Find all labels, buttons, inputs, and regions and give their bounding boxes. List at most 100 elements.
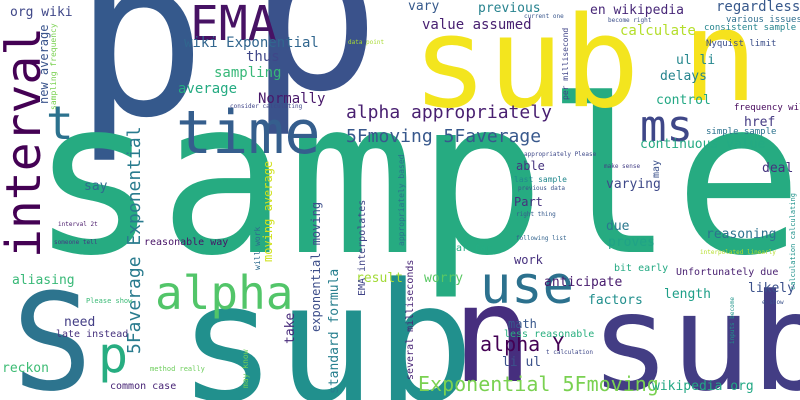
- phrase-consider-calculating: consider calculating: [230, 103, 303, 110]
- word-n-purple: n: [452, 257, 533, 400]
- phrase-interval-2t: interval 2t: [58, 221, 98, 228]
- phrase-data-point: data point: [348, 39, 385, 46]
- phrase-value-assumed: value assumed: [422, 17, 532, 33]
- word-calculate: calculate: [620, 23, 696, 39]
- word-ms: ms: [640, 101, 693, 152]
- word-math: math: [508, 317, 537, 331]
- word-sub-purple: sub: [590, 265, 800, 400]
- word-regardless: regardless: [716, 0, 800, 15]
- phrase-last-sample: last sample: [514, 175, 567, 184]
- word-S: S: [12, 265, 93, 400]
- word-sub-teal: sub: [178, 248, 475, 400]
- phrase-org-wiki: org wiki: [10, 5, 73, 20]
- phrase-unfortunately-due: Unfortunately due: [676, 267, 779, 278]
- phrase-late-instead: late instead: [56, 329, 129, 340]
- word-use: use: [480, 256, 574, 316]
- phrase-exponential-5fmoving: Exponential 5Fmoving: [418, 372, 659, 396]
- phrase-reasonable-way: reasonable way: [144, 237, 229, 248]
- phrase-moving-average: moving average: [261, 160, 275, 262]
- word-work: work: [514, 253, 543, 267]
- word-factors: factors: [588, 293, 643, 308]
- word-average: average: [178, 81, 238, 97]
- word-varying: varying: [606, 177, 661, 192]
- word-control: control: [656, 93, 711, 108]
- phrase-e-show: e show: [762, 299, 784, 306]
- phrase-sampling-frequency: sampling frequency: [49, 23, 58, 110]
- word-proves: proves: [608, 235, 655, 250]
- phrase-previous-data: previous data: [518, 185, 565, 192]
- word-part: Part: [514, 195, 543, 209]
- phrase-far-far: far far: [450, 243, 493, 254]
- phrase-wiki-exponential: wiki Exponential: [184, 35, 319, 51]
- phrase-please-show: Please show: [86, 297, 133, 305]
- phrase-common-case: common case: [110, 381, 177, 392]
- word-aliasing: aliasing: [12, 273, 75, 288]
- phrase-less-reasonable: less reasonable: [504, 329, 595, 340]
- phrase-bit-early: bit early: [614, 263, 669, 274]
- phrase-make-sense: make sense: [604, 163, 641, 170]
- word-due: due: [606, 219, 630, 234]
- phrase-nyquist-limit: Nyquist limit: [706, 39, 777, 49]
- word-n-yellow: n: [682, 0, 758, 130]
- phrase-li-ul: li ul: [502, 355, 542, 370]
- phrase-simple-sample: simple sample: [706, 127, 777, 137]
- phrase-en-wikipedia: en wikipedia: [590, 3, 684, 18]
- phrase-will-work: will work: [253, 226, 262, 270]
- word-alpha: alpha: [155, 266, 294, 320]
- phrase-several-milliseconds: several milliseconds: [405, 259, 416, 380]
- word-say: say: [84, 179, 108, 194]
- word-EMA: EMA: [190, 0, 277, 52]
- phrase-ema-interpolates: EMA interpolates: [357, 199, 368, 296]
- phrase-inputs-become: inputs become: [729, 297, 736, 344]
- phrase-method-really: method really: [150, 365, 205, 373]
- phrase-someone-tell: someone tell: [54, 239, 98, 246]
- phrase-consistent-sample: consistent sample: [704, 23, 797, 33]
- word-may: may: [651, 159, 662, 178]
- phrase-per-millisecond: per millisecond: [561, 27, 570, 100]
- phrase-appropriately-based: appropriately based: [397, 154, 406, 246]
- phrase-following-list: following list: [516, 235, 567, 242]
- phrase-become-right: become right: [608, 17, 652, 24]
- phrase-may-know: may know: [241, 349, 250, 388]
- word-time: time: [176, 98, 321, 168]
- word-t: t: [46, 96, 74, 150]
- word-p-large-2: p: [248, 0, 381, 140]
- word-vary: vary: [408, 0, 440, 14]
- word-result: result: [356, 271, 403, 286]
- phrase-right-thing: right thing: [516, 211, 556, 218]
- word-worry: worry: [424, 271, 464, 286]
- phrase-5fmoving-5faverage: 5Fmoving 5Faverage: [346, 126, 542, 147]
- word-anticipate: anticipate: [544, 275, 623, 290]
- word-p-small: p: [98, 326, 129, 384]
- word-normally: Normally: [258, 91, 326, 107]
- word-delays: delays: [660, 69, 707, 84]
- phrase-exponential-moving: exponential moving: [309, 201, 323, 332]
- phrase-interpolated-linearly: interpolated linearly: [700, 249, 776, 256]
- word-take: take: [283, 312, 298, 344]
- phrase-frequency-will: frequency will: [734, 103, 800, 113]
- word-likely: likely: [748, 281, 795, 296]
- word-able: able: [516, 159, 545, 173]
- phrase-current-one: current one: [524, 13, 564, 20]
- phrase-5faverage-exponential: 5Faverage Exponential: [124, 126, 145, 354]
- word-sub-yellow: sub: [412, 0, 640, 136]
- phrase-standard-formula: standard formula: [327, 268, 342, 394]
- phrase-appropriately-please: appropriately Please: [524, 151, 597, 158]
- word-sample: sample: [30, 54, 800, 303]
- phrase-various-issues: various issues: [726, 15, 800, 25]
- phrase-ul-li: ul li: [676, 53, 716, 68]
- phrase-t-calculation: t calculation: [546, 349, 593, 356]
- phrase-continuous-value: continuous value: [640, 137, 766, 152]
- phrase-alpha-appropriately: alpha appropriately: [346, 102, 552, 123]
- word-thus: thus: [246, 49, 280, 65]
- word-length: length: [664, 287, 711, 302]
- word-sampling: sampling: [214, 65, 282, 81]
- word-reasoning: reasoning: [706, 227, 777, 242]
- word-p-large: p: [74, 0, 207, 166]
- phrase-wikipedia-org: wikipedia org: [652, 379, 754, 394]
- word-previous: previous: [478, 1, 541, 16]
- word-need: need: [64, 315, 96, 330]
- phrase-alpha-y: alpha Y: [480, 332, 565, 356]
- word-href: href: [744, 115, 776, 130]
